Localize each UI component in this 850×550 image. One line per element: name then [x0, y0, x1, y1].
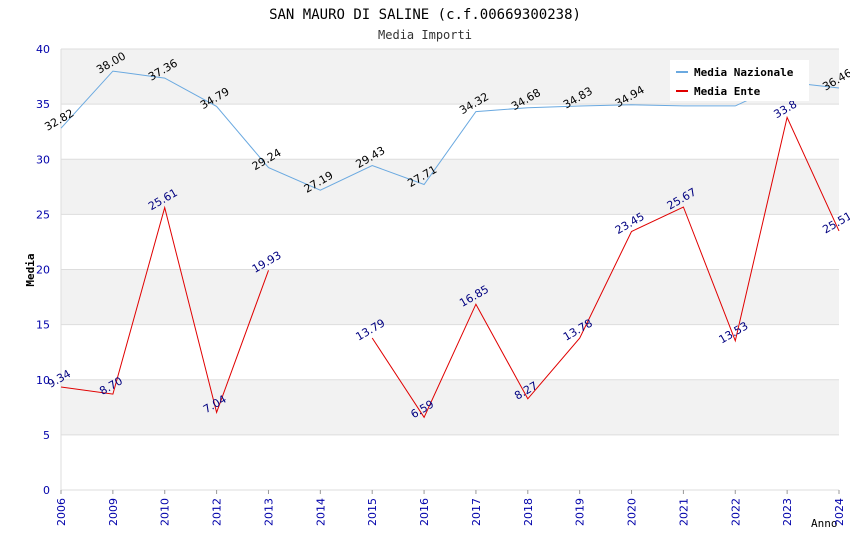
band: [61, 159, 839, 215]
series-lines: [60, 70, 840, 419]
x-tick-label: 2012: [211, 498, 224, 526]
y-tick-label: 5: [43, 429, 50, 442]
x-tick-label: 2009: [107, 498, 120, 526]
y-tick-label: 40: [36, 43, 50, 56]
y-tick-label: 20: [36, 264, 50, 277]
x-tick-label: 2010: [159, 498, 172, 526]
y-tick-label: 15: [36, 319, 50, 332]
y-tick-label: 35: [36, 98, 50, 111]
gridlines: [60, 48, 839, 491]
x-tick-label: 2014: [314, 498, 327, 526]
chart-subtitle: Media Importi: [378, 28, 472, 42]
x-tick-label: 2022: [729, 498, 742, 526]
band: [61, 269, 839, 325]
x-tick-label: 2016: [418, 498, 431, 526]
y-tick-label: 10: [36, 374, 50, 387]
x-tick-label: 2013: [262, 498, 275, 526]
x-tick-label: 2021: [677, 498, 690, 526]
series-line-0: [60, 70, 840, 191]
y-tick-label: 25: [36, 208, 50, 221]
x-tick-labels: 2006 2009 2010 2012 2013 2014 2015 2016 2017 2018…: [55, 490, 846, 526]
x-tick-label: 2015: [366, 498, 379, 526]
x-axis-label: Anno: [811, 517, 838, 530]
x-tick-label: 2018: [522, 498, 535, 526]
band: [61, 379, 839, 435]
legend-entry: Media Ente: [694, 85, 761, 98]
x-tick-label: 2017: [470, 498, 483, 526]
background-bands: [61, 49, 839, 435]
legend: Media Nazionale Media Ente: [670, 60, 809, 101]
chart-title: SAN MAURO DI SALINE (c.f.00669300238): [269, 7, 581, 23]
y-tick-label: 0: [43, 484, 50, 497]
x-tick-label: 2024: [833, 498, 846, 526]
y-tick-label: 30: [36, 153, 50, 166]
series-line-1: [60, 205, 269, 415]
x-tick-label: 2020: [626, 498, 639, 526]
y-axis-label: Media: [24, 253, 37, 286]
x-tick-label: 2006: [55, 498, 68, 526]
series-line-1: [371, 115, 840, 419]
x-tick-label: 2023: [781, 498, 794, 526]
y-tick-labels: 0 5 10 15 20 25 30 35 40: [36, 43, 50, 497]
legend-box: [670, 60, 809, 101]
legend-entry: Media Nazionale: [694, 66, 794, 79]
x-tick-label: 2019: [574, 498, 587, 526]
